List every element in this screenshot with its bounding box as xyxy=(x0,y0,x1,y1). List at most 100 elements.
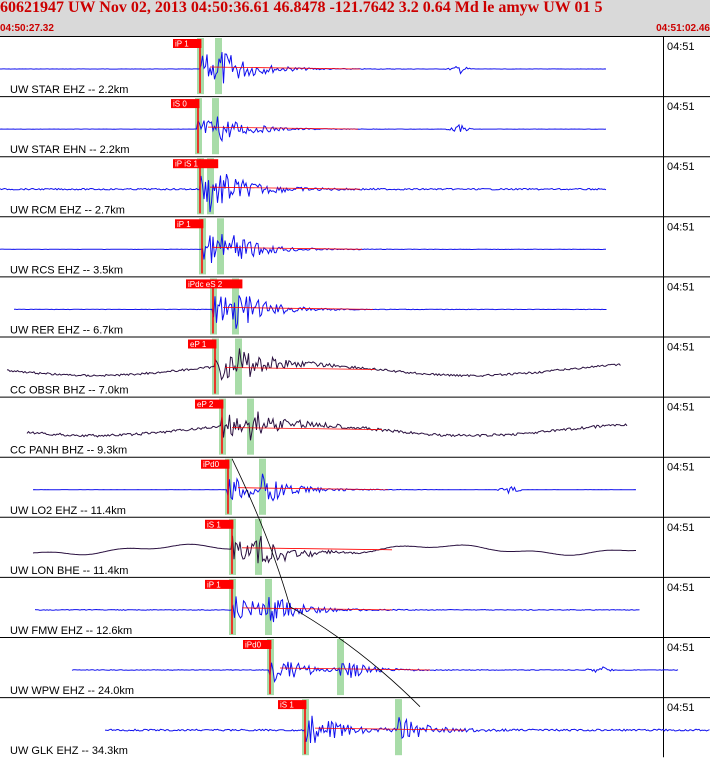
coda-marker xyxy=(211,246,363,250)
row-time-label: 04:51 xyxy=(667,702,695,714)
moveout-curve xyxy=(231,458,421,707)
s-window-band xyxy=(255,518,262,575)
pick-label: iP 1 xyxy=(175,40,189,49)
p-window-band xyxy=(210,278,217,335)
pick-label: iP 1 xyxy=(177,220,191,229)
station-label: UW FMW EHZ -- 12.6km xyxy=(10,625,132,637)
waveform-trace xyxy=(6,348,621,381)
trace-row[interactable]: iS 0 UW STAR EHN -- 2.2km 04:51 xyxy=(0,96,710,157)
trace-row[interactable]: iS 1 UW GLK EHZ -- 34.3km 04:51 xyxy=(0,697,710,758)
trace-row[interactable]: iP iS 1 UW RCM EHZ -- 2.7km 04:51 xyxy=(0,156,710,217)
row-time-label: 04:51 xyxy=(667,402,695,414)
s-window-band xyxy=(212,98,219,155)
s-window-band xyxy=(247,398,254,455)
s-window-band xyxy=(265,578,272,635)
pick-label-tag[interactable] xyxy=(171,99,200,109)
s-window-band xyxy=(259,458,266,515)
p-window-band xyxy=(229,518,236,575)
row-time-label: 04:51 xyxy=(667,642,695,654)
waveform-trace xyxy=(34,596,640,623)
row-time-label: 04:51 xyxy=(667,582,695,594)
waveform-trace xyxy=(13,295,607,329)
station-label: UW LO2 EHZ -- 11.4km xyxy=(10,505,126,517)
pick-label-tag[interactable] xyxy=(278,700,307,710)
trace-row[interactable]: iPd0 UW LO2 EHZ -- 11.4km 04:51 xyxy=(0,456,710,517)
s-window-band xyxy=(217,218,224,275)
p-window-band xyxy=(199,218,206,275)
station-label: UW WPW EHZ -- 24.0km xyxy=(10,685,134,697)
row-time-label: 04:51 xyxy=(667,161,695,173)
coda-marker xyxy=(224,367,376,370)
pick-label-tag[interactable] xyxy=(205,519,234,529)
trace-row[interactable]: iPd0 UW WPW EHZ -- 24.0km 04:51 xyxy=(0,637,710,698)
pick-label-tag[interactable] xyxy=(195,399,224,409)
trace-row[interactable]: iP 1 UW FMW EHZ -- 12.6km 04:51 xyxy=(0,576,710,637)
waveform-trace xyxy=(71,661,679,684)
coda-marker xyxy=(209,66,361,70)
start-time-label: 04:50:27.32 xyxy=(0,23,54,34)
coda-marker xyxy=(241,547,393,551)
pick-label: eP 2 xyxy=(197,400,214,409)
waveform-trace xyxy=(0,234,607,264)
coda-marker xyxy=(237,487,389,491)
pick-label: iPd0 xyxy=(245,641,262,650)
pick-label-tag[interactable] xyxy=(173,39,202,48)
s-window-band xyxy=(207,158,214,215)
pick-label: iP 1 xyxy=(207,580,221,589)
pick-label-tag[interactable] xyxy=(173,159,219,169)
pick-label: iPd0 xyxy=(203,460,220,469)
pick-label-tag[interactable] xyxy=(188,339,217,349)
coda-marker xyxy=(241,607,393,611)
p-window-band xyxy=(219,398,226,455)
s-window-band xyxy=(232,278,239,335)
waveform-trace xyxy=(0,52,607,84)
pick-label-tag[interactable] xyxy=(243,640,272,649)
seismogram-panel[interactable]: iP 1 UW STAR EHZ -- 2.2km 04:51 iS 0 UW STAR… xyxy=(0,36,710,758)
trace-row[interactable]: iPdc eS 2 UW RER EHZ -- 6.7km 04:51 xyxy=(0,276,710,337)
row-time-label: 04:51 xyxy=(667,281,695,293)
station-label: CC OBSR BHZ -- 7.0km xyxy=(10,385,129,397)
station-label: UW STAR EHN -- 2.2km xyxy=(10,144,130,156)
pick-label: eP 1 xyxy=(190,340,207,349)
pick-label: iS 0 xyxy=(173,100,187,109)
header-bar: 60621947 UW Nov 02, 2013 04:50:36.61 46.… xyxy=(0,0,710,36)
station-label: UW LON BHE -- 11.4km xyxy=(10,565,128,577)
pick-label: iS 1 xyxy=(207,520,221,529)
p-window-band xyxy=(195,98,202,155)
row-time-label: 04:51 xyxy=(667,221,695,233)
station-label: UW RER EHZ -- 6.7km xyxy=(10,325,123,337)
trace-row[interactable]: eP 1 CC OBSR BHZ -- 7.0km 04:51 xyxy=(0,336,710,397)
waveform-trace xyxy=(104,715,710,744)
pick-label-tag[interactable] xyxy=(201,459,230,469)
pick-label: iS 1 xyxy=(280,701,294,710)
coda-marker xyxy=(222,307,374,310)
station-label: CC PANH BHZ -- 9.3km xyxy=(10,445,127,457)
waveform-trace xyxy=(32,473,637,502)
s-window-band xyxy=(235,338,242,395)
pick-label-tag[interactable] xyxy=(205,579,234,589)
station-label: UW GLK EHZ -- 34.3km xyxy=(10,745,128,757)
pick-label: iPdc eS 2 xyxy=(188,280,223,289)
pick-label-tag[interactable] xyxy=(186,279,243,289)
p-window-band xyxy=(212,338,219,395)
coda-marker xyxy=(231,427,383,430)
p-window-band xyxy=(229,578,236,635)
trace-row[interactable]: iP 1 UW STAR EHZ -- 2.2km 04:51 xyxy=(0,36,710,97)
p-window-band xyxy=(267,639,274,696)
coda-marker xyxy=(209,186,361,190)
coda-marker xyxy=(279,667,431,671)
coda-marker xyxy=(314,727,466,731)
p-window-band xyxy=(197,158,204,215)
p-window-band xyxy=(197,38,204,95)
station-label: UW RCS EHZ -- 3.5km xyxy=(10,264,123,276)
waveform-trace xyxy=(32,535,636,564)
station-label: UW RCM EHZ -- 2.7km xyxy=(10,204,125,216)
row-time-label: 04:51 xyxy=(667,41,695,53)
trace-row[interactable]: iP 1 UW RCS EHZ -- 3.5km 04:51 xyxy=(0,216,710,277)
pick-label-tag[interactable] xyxy=(175,219,204,229)
row-time-label: 04:51 xyxy=(667,522,695,534)
p-window-band xyxy=(225,458,232,515)
s-window-band xyxy=(337,639,344,696)
trace-row[interactable]: eP 2 CC PANH BHZ -- 9.3km 04:51 xyxy=(0,396,710,457)
trace-row[interactable]: iS 1 UW LON BHE -- 11.4km 04:51 xyxy=(0,516,710,577)
